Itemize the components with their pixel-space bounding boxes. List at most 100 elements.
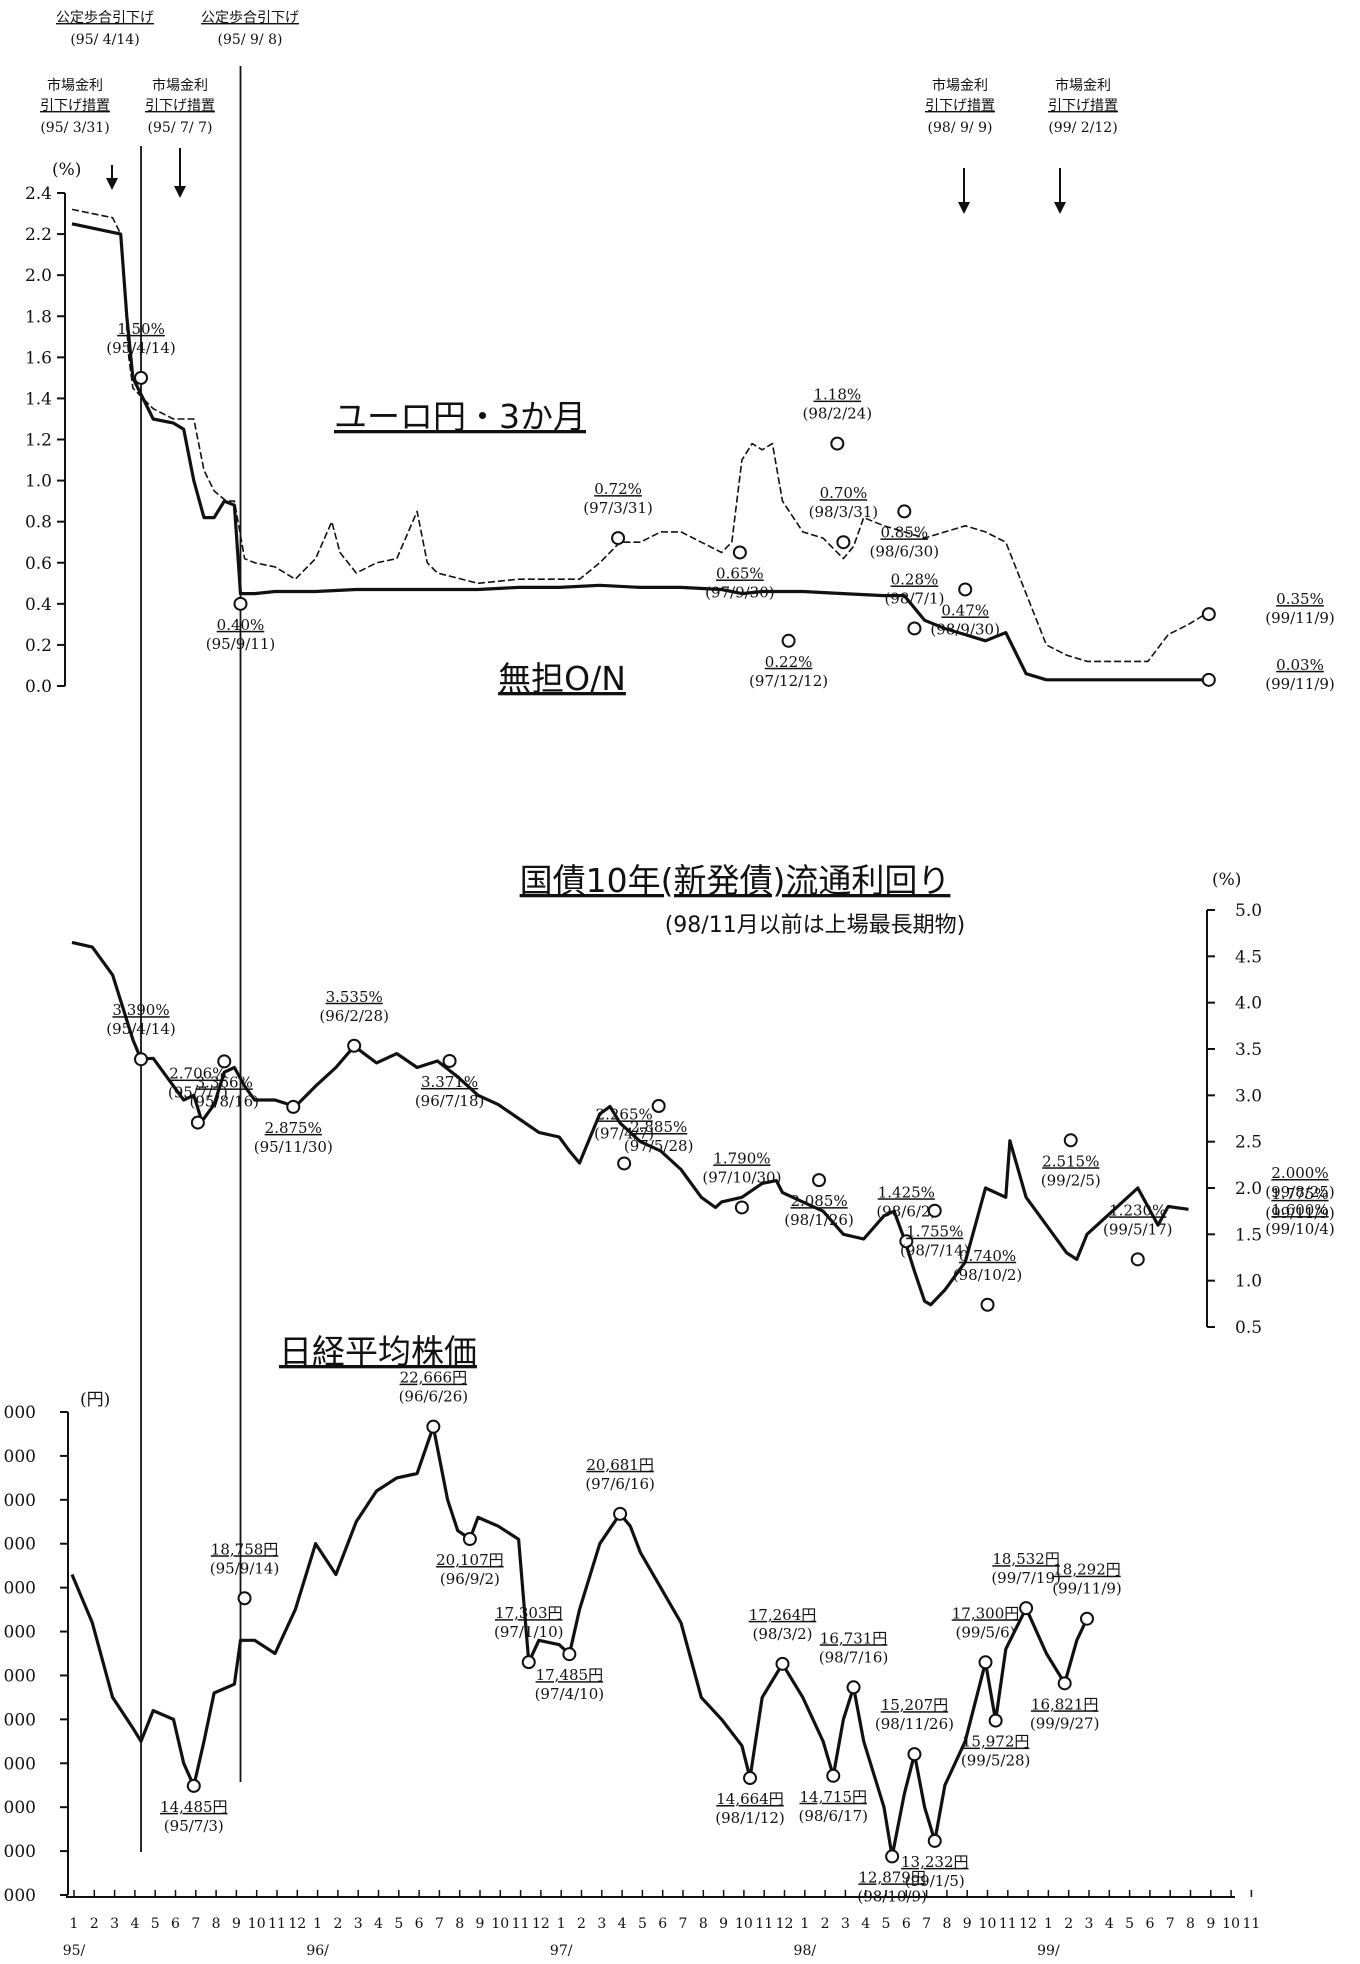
event-label: 市場金利 [1055, 77, 1111, 94]
annotation-value: 2.265% [596, 1105, 653, 1123]
y-tick-label: 0.5 [1235, 1318, 1262, 1338]
y-tick-label: 1.2 [25, 431, 52, 451]
annotation-value: 2.000% [1271, 1164, 1328, 1182]
x-tick-label: 8 [455, 1916, 464, 1932]
series-line-0 [70, 1425, 1089, 1858]
data-point-marker [134, 1052, 149, 1067]
data-point-marker [521, 1655, 536, 1670]
x-tick-label: 12 [288, 1916, 306, 1932]
annotation-date: (95/8/16) [189, 1092, 259, 1110]
annotation-value: 20,681円 [586, 1456, 654, 1474]
annotation-date: (99/5/28) [961, 1752, 1031, 1770]
x-year-label: 95/ [63, 1943, 86, 1959]
annotation-value: 18,532円 [992, 1550, 1060, 1568]
data-point-marker [442, 1053, 457, 1068]
x-tick-label: 12 [532, 1916, 550, 1932]
data-point-marker [1019, 1601, 1034, 1616]
annotation-date: (99/5/17) [1103, 1220, 1173, 1238]
event-label: 市場金利 [152, 77, 208, 94]
x-tick-label: 6 [415, 1916, 424, 1932]
x-tick-label: 4 [130, 1916, 139, 1932]
data-point-marker [781, 633, 796, 648]
x-tick-label: 2 [821, 1916, 830, 1932]
x-tick-label: 1 [800, 1916, 809, 1932]
data-point-marker [1080, 1611, 1094, 1626]
x-tick-label: 11 [999, 1916, 1017, 1932]
annotation-value: 22,666円 [400, 1369, 468, 1387]
x-tick-label: 7 [1166, 1916, 1175, 1932]
data-point-marker [830, 436, 845, 451]
data-point-marker [462, 1532, 477, 1547]
annotation-date: (96/6/26) [399, 1388, 469, 1406]
data-point-marker [907, 621, 922, 636]
x-tick-label: 9 [232, 1916, 241, 1932]
event-date: (95/ 4/14) [70, 32, 139, 48]
data-point-marker [927, 1203, 942, 1218]
y-tick-label: 000 [4, 1886, 36, 1906]
annotation-value: 0.47% [941, 601, 989, 619]
event-label: 公定歩合引下げ [56, 10, 154, 26]
series-line-0 [71, 940, 1189, 1307]
x-tick-label: 1 [70, 1916, 79, 1932]
annotation-value: 15,972円 [962, 1733, 1030, 1751]
y-tick-label: 4.5 [1235, 947, 1262, 967]
data-point-marker [885, 1849, 900, 1864]
y-tick-label: 2.0 [1235, 1179, 1262, 1199]
data-point-marker [927, 1833, 942, 1848]
x-tick-label: 3 [354, 1916, 363, 1932]
y-tick-label: 000 [4, 1798, 36, 1818]
data-point-marker [1130, 1252, 1145, 1267]
chart-subtitle-jgb: (98/11月以前は上場最長期物) [665, 913, 966, 938]
data-point-marker [217, 1054, 232, 1069]
x-tick-label: 5 [882, 1916, 891, 1932]
arrow-down-icon [958, 202, 970, 214]
x-tick-label: 9 [719, 1916, 728, 1932]
data-point-marker [743, 1771, 758, 1786]
data-point-marker [978, 1655, 993, 1670]
annotation-date: (95/9/11) [206, 635, 276, 653]
annotation-date: (95/11/30) [254, 1138, 333, 1156]
y-tick-label: 4.0 [1235, 994, 1262, 1014]
y-tick-label: 0.8 [25, 513, 52, 533]
annotation-date: (95/9/14) [210, 1559, 280, 1577]
y-tick-label: 1.5 [1235, 1225, 1262, 1245]
x-tick-label: 6 [658, 1916, 667, 1932]
panel-nikkei: 000 000 000 000 000 000 000 000 000 000 000 000 (円) 1… [4, 1332, 1122, 1906]
chart-title-nikkei: 日経平均株価 [279, 1332, 477, 1371]
policy-events: 公定歩合引下げ (95/ 4/14) 公定歩合引下げ (95/ 9/ 8) 市場金利引下… [40, 10, 1118, 1852]
data-point-marker [186, 1778, 201, 1793]
y-tick-label: 000 [4, 1447, 36, 1467]
y-tick-label: 0.2 [25, 636, 52, 656]
x-tick-label: 2 [90, 1916, 99, 1932]
annotation-value: 17,485円 [536, 1666, 604, 1684]
x-tick-label: 2 [1064, 1916, 1073, 1932]
annotation-value: 13,232円 [901, 1853, 969, 1871]
annotation-date: (98/7/16) [819, 1648, 889, 1666]
y-tick-label: 0.0 [25, 677, 52, 697]
x-tick-label: 3 [841, 1916, 850, 1932]
arrow-down-icon [106, 178, 118, 190]
x-tick-label: 8 [1186, 1916, 1195, 1932]
x-tick-label: 7 [435, 1916, 444, 1932]
annotation-date: (98/6/30) [870, 542, 940, 560]
annotation-date: (97/1/10) [494, 1623, 564, 1641]
x-tick-label: 2 [333, 1916, 342, 1932]
x-year-label: 99/ [1037, 1943, 1060, 1959]
annotation-value: 0.03% [1276, 656, 1324, 674]
y-tick-label: 000 [4, 1491, 36, 1511]
event-date: (99/ 2/12) [1048, 120, 1117, 136]
annotation-value: 3.535% [326, 988, 383, 1006]
event-label: 引下げ措置 [145, 98, 215, 114]
data-point-marker [1201, 607, 1216, 622]
annotation-date: (99/11/9) [1052, 1580, 1122, 1598]
data-point-marker [1201, 672, 1216, 687]
x-tick-label: 11 [512, 1916, 530, 1932]
y-unit-label: (%) [52, 160, 81, 180]
annotation-value: 1.230% [1109, 1201, 1166, 1219]
x-tick-label: 6 [171, 1916, 180, 1932]
annotation-value: 0.22% [765, 653, 813, 671]
y-tick-label: 1.6 [25, 348, 52, 368]
annotation-value: 17,300円 [952, 1604, 1020, 1622]
y-tick-label: 000 [4, 1666, 36, 1686]
x-tick-label: 1 [557, 1916, 566, 1932]
